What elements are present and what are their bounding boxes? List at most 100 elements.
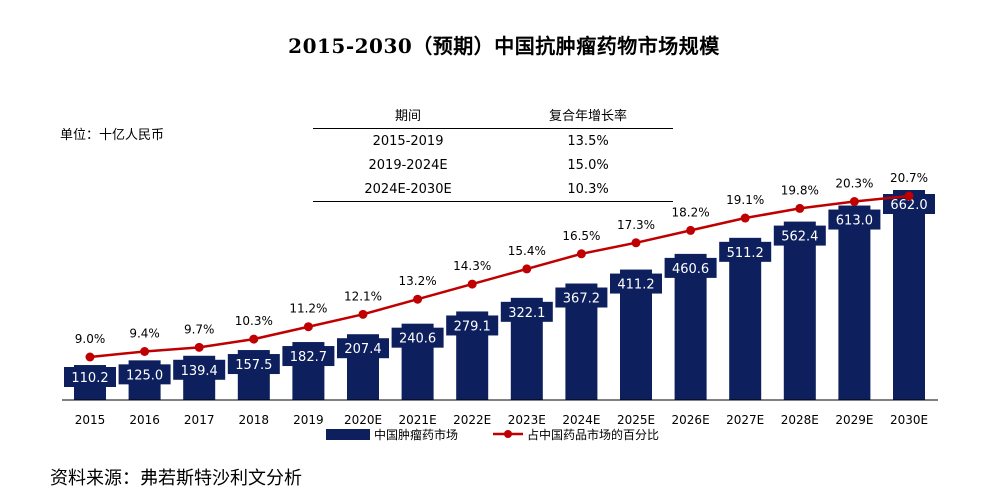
line-point — [576, 249, 586, 259]
cagr-rate: 10.3% — [503, 177, 673, 202]
line-value-label: 19.8% — [781, 183, 819, 197]
bar-value-label: 139.4 — [181, 364, 218, 379]
bar — [674, 253, 707, 400]
line-value-label: 16.5% — [562, 229, 600, 243]
bar-value-label: 460.6 — [672, 262, 709, 277]
bar-value-label: 662.0 — [890, 198, 927, 213]
line-point — [522, 264, 532, 274]
line-point — [686, 225, 696, 235]
bar-label-box — [118, 364, 171, 385]
bar — [783, 221, 816, 400]
x-tick-label: 2015 — [75, 413, 106, 427]
bar-value-label: 157.5 — [235, 358, 272, 373]
x-tick-label: 2021E — [399, 413, 437, 427]
bar-value-label: 279.1 — [454, 319, 491, 334]
cagr-table-row: 2024E-2030E 10.3% — [313, 177, 673, 202]
cagr-table: 期间 复合年增长率 2015-2019 13.5% 2019-2024E 15.… — [313, 100, 673, 202]
x-tick-label: 2018 — [239, 413, 270, 427]
line-point — [904, 191, 914, 201]
bar-label-box — [719, 241, 772, 262]
bar-label-box — [64, 367, 116, 387]
line-point — [740, 213, 750, 223]
cagr-header-period: 期间 — [313, 100, 504, 129]
line-point — [249, 334, 259, 344]
bar-label-box — [173, 359, 226, 380]
legend-bar-label: 中国肿瘤药市场 — [374, 427, 458, 442]
bar-value-label: 613.0 — [836, 214, 873, 229]
percentage-line — [89, 194, 910, 359]
bar-value-label: 207.4 — [344, 342, 381, 357]
bar-label-box — [227, 354, 280, 375]
cagr-table-row: 2015-2019 13.5% — [313, 129, 673, 154]
bar — [893, 190, 925, 400]
unit-label: 单位：十亿人民币 — [60, 128, 165, 143]
line-point — [140, 346, 150, 356]
bar-value-label: 125.0 — [126, 368, 163, 383]
x-tick-label: 2016 — [129, 413, 160, 427]
x-tick-label: 2022E — [453, 413, 491, 427]
cagr-rate: 13.5% — [567, 133, 609, 149]
x-tick-label: 2026E — [672, 413, 710, 427]
bar — [838, 205, 871, 400]
cagr-header-rate: 复合年增长率 — [503, 100, 673, 129]
line-value-label: 13.2% — [399, 274, 437, 288]
bar-value-label: 367.2 — [563, 292, 600, 307]
x-tick-label: 2029E — [835, 413, 873, 427]
bar-label-box — [610, 273, 662, 294]
line-value-label: 18.2% — [672, 205, 710, 219]
x-tick-label: 2025E — [617, 413, 655, 427]
line-point — [631, 238, 641, 248]
x-tick-label: 2024E — [562, 413, 600, 427]
line-point — [467, 279, 477, 289]
bar-label-box — [391, 327, 444, 348]
bar — [729, 237, 762, 400]
cagr-table-header: 期间 复合年增长率 — [313, 100, 673, 129]
x-tick-label: 2023E — [508, 413, 546, 427]
line-value-label: 9.0% — [75, 332, 106, 346]
line-point — [303, 322, 313, 332]
cagr-table-row: 2019-2024E 15.0% — [313, 153, 673, 177]
legend-line-label: 占中国药品市场的百分比 — [527, 427, 659, 442]
bar-value-label: 182.7 — [290, 350, 327, 365]
x-tick-label: 2027E — [726, 413, 764, 427]
bar-label-box — [883, 194, 935, 214]
x-tick-label: 2020E — [344, 413, 382, 427]
source-note: 资料来源：弗若斯特沙利文分析 — [50, 468, 302, 489]
line-point — [795, 203, 805, 213]
bar-value-label: 411.2 — [617, 278, 654, 293]
line-value-label: 11.2% — [289, 302, 327, 316]
legend-line-marker — [504, 430, 512, 438]
line-value-label: 19.1% — [726, 193, 764, 207]
line-value-label: 17.3% — [617, 218, 655, 232]
line-point — [849, 197, 859, 207]
cagr-period: 2024E-2030E — [313, 177, 504, 202]
line-value-label: 20.7% — [890, 171, 928, 185]
bar-label-box — [555, 287, 608, 308]
bar-value-label: 562.4 — [781, 230, 818, 245]
bar-label-box — [337, 338, 389, 359]
chart-title: 2015-2030（预期）中国抗肿瘤药物市场规模 — [288, 34, 720, 58]
line-value-label: 20.3% — [835, 177, 873, 191]
bar-label-box — [773, 225, 826, 246]
legend-bar-swatch — [326, 429, 370, 440]
bar-value-label: 110.2 — [71, 371, 108, 386]
line-value-label: 14.3% — [453, 259, 491, 273]
x-tick-label: 2028E — [781, 413, 819, 427]
bar-value-label: 511.2 — [727, 246, 764, 261]
bar-value-label: 322.1 — [508, 306, 545, 321]
x-tick-label: 2019 — [293, 413, 324, 427]
line-point — [358, 309, 368, 319]
line-point — [194, 342, 204, 352]
cagr-rate: 15.0% — [567, 157, 609, 173]
line-value-label: 10.3% — [235, 314, 273, 328]
x-tick-label: 2017 — [184, 413, 215, 427]
bar-label-box — [446, 315, 499, 336]
bar-label-box — [828, 209, 881, 230]
line-value-label: 15.4% — [508, 244, 546, 258]
bar-label-box — [664, 257, 717, 278]
cagr-period: 2019-2024E — [368, 157, 448, 173]
x-tick-label: 2030E — [890, 413, 928, 427]
line-point — [413, 294, 423, 304]
line-value-label: 9.4% — [129, 326, 160, 340]
line-point — [85, 352, 95, 362]
